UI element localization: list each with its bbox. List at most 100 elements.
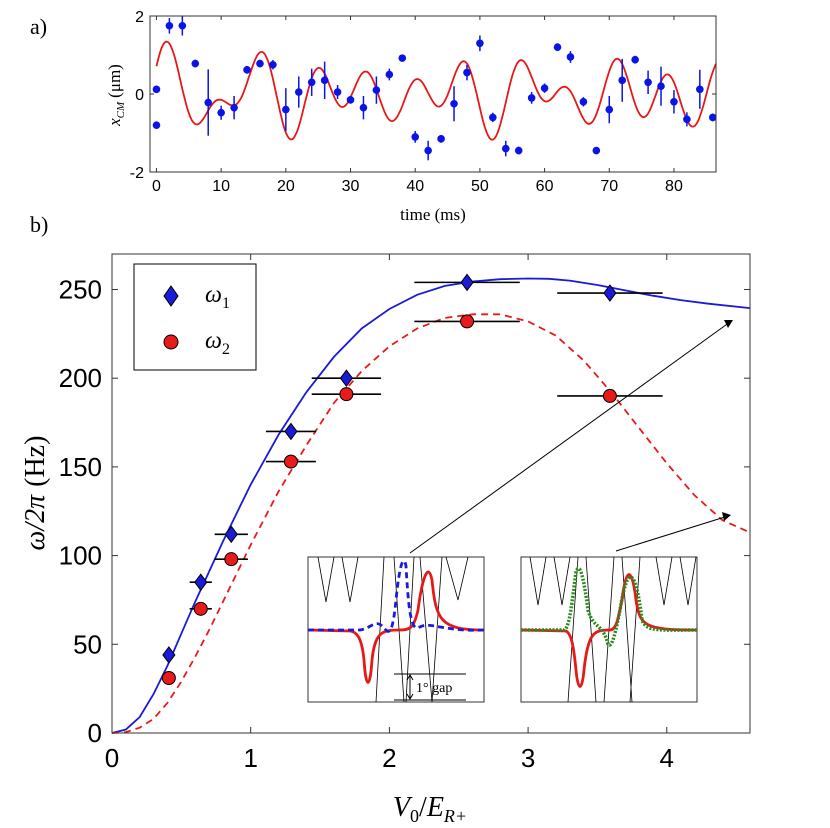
panel-a-point-21 [411, 133, 420, 141]
arrow-left-head [724, 320, 733, 328]
legend-diamond-marker [163, 285, 179, 307]
inset-left-lattice-top [317, 556, 359, 603]
panel-a-point-23 [437, 135, 445, 143]
panel-a-point-20 [398, 54, 407, 62]
panel-a-point-24 [450, 99, 458, 108]
panel-a-xlabel: time (ms) [400, 205, 466, 224]
panel-a-point-10 [269, 60, 277, 69]
panel-a-point-42 [683, 115, 691, 124]
panel-a-point-34 [579, 98, 588, 106]
panel-a-point-18 [372, 86, 381, 94]
panel-a-point-5 [204, 98, 213, 107]
arrow-to-inset-right [615, 515, 729, 552]
panel-a-ytick-label-0: -2 [130, 165, 144, 182]
panel-a-point-12 [294, 88, 303, 96]
panel-a-point-2 [165, 21, 174, 30]
panel-a-point-14 [320, 76, 329, 85]
legend-entry-1: ω1 [205, 282, 230, 312]
panel-b-theory-0 [111, 277, 751, 734]
panel-b-ytick-label-2: 100 [59, 541, 102, 571]
panel-a-point-9 [256, 59, 264, 68]
panel-b-ylabel-main: ω/2π [20, 494, 51, 551]
arrow-to-inset-left [409, 321, 731, 554]
panel-a-fit-curve [155, 40, 717, 141]
panel-a-ylabel-sub: CM [115, 101, 127, 118]
panel-b-xlabel-den: E [426, 792, 444, 823]
panel-b-s0-point-3 [284, 422, 298, 441]
panel-b-s0-point-0 [162, 646, 176, 664]
panel-b-s1-point-4 [339, 387, 354, 402]
panel-a-xtick-label-3: 30 [342, 178, 360, 195]
panel-b-s1-point-5 [460, 314, 475, 329]
panel-b-ytick-label-1: 50 [73, 629, 102, 659]
panel-b-label: b) [30, 212, 48, 237]
inset-right [520, 556, 698, 703]
panel-a-point-25 [463, 68, 471, 77]
panel-a-point-3 [178, 21, 187, 30]
panel-a-point-22 [424, 146, 432, 155]
panel-a-point-33 [566, 53, 575, 61]
panel-a-point-11 [282, 105, 290, 114]
panel-b-theory-1 [111, 313, 751, 734]
inset-left-red-wavefunction [307, 570, 485, 684]
panel-a-ytick-label-1: 0 [135, 87, 144, 104]
panel-b-xtick-label-1: 1 [243, 743, 257, 773]
panel-a-point-15 [333, 88, 342, 96]
panel-b-s1-point-0 [161, 671, 176, 686]
legend-entry-2-sub: 2 [222, 341, 230, 358]
panel-a-point-32 [553, 43, 562, 51]
panel-a-point-17 [359, 103, 368, 112]
panel-b-theory-layer [111, 277, 751, 734]
legend-entry-2: ω2 [205, 328, 230, 358]
panel-b-frame [111, 253, 751, 734]
panel-a-point-16 [346, 96, 355, 104]
inset-left-gap-arrowheads [406, 674, 414, 700]
inset-right-red-wavefunction [520, 573, 698, 688]
arrow-right-head [722, 512, 731, 521]
legend: ω1 ω2 [133, 263, 257, 371]
panel-a-ticks: 0 10 20 30 40 50 60 70 80 -2 0 2 [130, 9, 716, 195]
panel-a-point-1 [152, 121, 161, 129]
svg-text:xCM(μm): xCM (μm) [105, 64, 127, 127]
panel-b-s0-point-1 [194, 573, 208, 592]
panel-b-xtick-label-0: 0 [105, 743, 119, 773]
panel-a-ylabel: xCM (μm) [105, 64, 127, 127]
panel-b-s0-point-5 [460, 273, 474, 292]
panel-b-ylabel: ω/2π (Hz) [20, 436, 51, 551]
inset-left-gap-label: 1° gap [416, 681, 452, 696]
panel-a-point-36 [605, 105, 614, 114]
panel-b-ytick-label-5: 250 [59, 274, 102, 304]
panel-b-xlabel-densub: R+ [443, 806, 467, 826]
panel-a: a) 0 10 20 30 40 50 60 70 80 -2 0 2 time (ms) xCM (μ… [30, 9, 717, 224]
panel-a-fit-layer [155, 40, 717, 141]
panel-b-s0-point-4 [339, 369, 354, 388]
panel-a-point-30 [527, 94, 536, 102]
panel-b-ylabel-unit: (Hz) [20, 436, 51, 487]
panel-a-point-7 [230, 103, 238, 112]
panel-a-point-41 [670, 98, 678, 106]
panel-a-point-27 [489, 113, 497, 122]
panel-a-point-39 [644, 78, 652, 87]
panel-a-ylabel-unit: (μm) [105, 64, 124, 98]
svg-text:ω/2π(Hz): ω/2π (Hz) [20, 436, 51, 551]
panel-a-point-31 [540, 84, 549, 92]
panel-a-points-layer [152, 16, 717, 161]
panel-a-xtick-label-1: 10 [212, 178, 230, 195]
inset-right-green-wavefunction [521, 566, 698, 647]
panel-a-point-29 [514, 146, 523, 155]
panel-a-ylabel-var: x [105, 118, 124, 127]
panel-b-xlabel: V0/ER+ [393, 792, 467, 826]
panel-b-s0-point-2 [224, 525, 238, 544]
inset-right-lattice-top [529, 556, 697, 606]
panel-a-point-35 [592, 146, 601, 155]
panel-b-s1-point-3 [283, 454, 298, 469]
panel-a-xtick-label-4: 40 [406, 178, 424, 195]
panel-a-point-40 [657, 82, 665, 90]
panel-a-point-37 [618, 76, 627, 85]
panel-b-xtick-label-2: 2 [382, 743, 396, 773]
panel-a-point-8 [243, 66, 251, 74]
panel-b-xlabel-var: V [393, 792, 413, 823]
panel-a-xtick-label-0: 0 [152, 178, 161, 195]
panel-a-point-38 [631, 55, 639, 64]
